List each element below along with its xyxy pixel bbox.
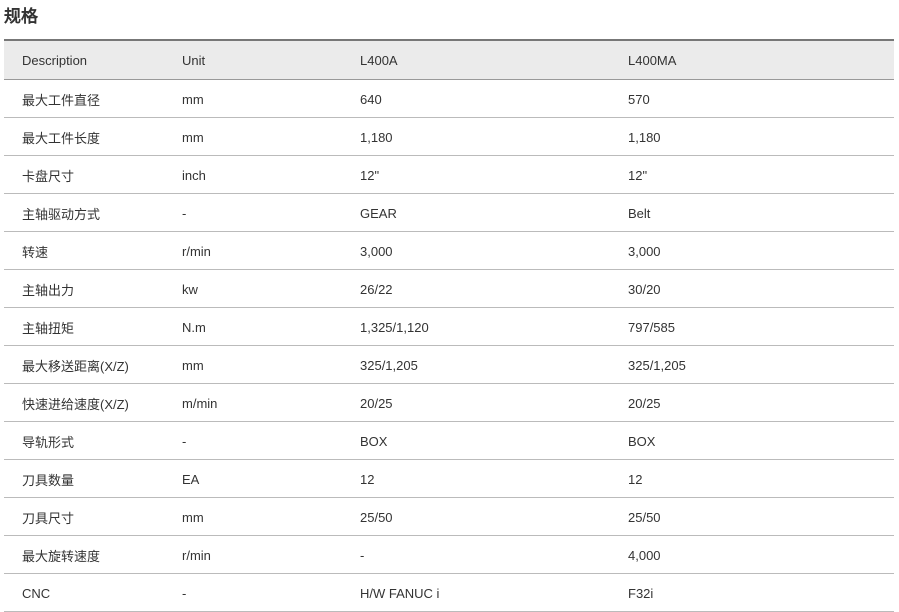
table-row: 卡盘尺寸 inch 12" 12" [4, 155, 894, 194]
page-title: 规格 [4, 7, 38, 26]
table-row: 最大工件长度 mm 1,180 1,180 [4, 117, 894, 156]
cell-unit: - [182, 573, 360, 612]
cell-unit: r/min [182, 231, 360, 270]
cell-unit: mm [182, 117, 360, 156]
cell-unit: - [182, 421, 360, 460]
cell-description: 主轴出力 [4, 269, 182, 308]
cell-description: 导轨形式 [4, 421, 182, 460]
header-l400ma: L400MA [628, 52, 677, 68]
table-row: 最大工件直径 mm 640 570 [4, 79, 894, 118]
cell-description: 卡盘尺寸 [4, 155, 182, 194]
cell-l400a: 1,180 [360, 117, 628, 156]
cell-l400a: 25/50 [360, 497, 628, 536]
cell-l400ma: 570 [628, 79, 894, 118]
cell-l400a: 1,325/1,120 [360, 307, 628, 346]
cell-l400ma: 12 [628, 459, 894, 498]
table-row: 刀具数量 EA 12 12 [4, 459, 894, 498]
table-row: 刀具尺寸 mm 25/50 25/50 [4, 497, 894, 536]
cell-l400a: H/W FANUC i [360, 573, 628, 612]
cell-unit: EA [182, 459, 360, 498]
cell-l400a: 20/25 [360, 383, 628, 422]
cell-l400ma: BOX [628, 421, 894, 460]
header-description: Description [22, 52, 88, 68]
cell-l400ma: 797/585 [628, 307, 894, 346]
cell-l400a: BOX [360, 421, 628, 460]
cell-description: 最大移送距离(X/Z) [4, 345, 182, 384]
table-row: CNC - H/W FANUC i F32i [4, 573, 894, 612]
cell-unit: kw [182, 269, 360, 308]
cell-l400a: 12" [360, 155, 628, 194]
cell-l400a: 26/22 [360, 269, 628, 308]
cell-description: 最大旋转速度 [4, 535, 182, 574]
cell-l400ma: F32i [628, 573, 894, 612]
cell-description: 最大工件长度 [4, 117, 182, 156]
cell-l400ma: 325/1,205 [628, 345, 894, 384]
table-row: 主轴出力 kw 26/22 30/20 [4, 269, 894, 308]
cell-description: 转速 [4, 231, 182, 270]
cell-l400ma: 1,180 [628, 117, 894, 156]
spec-table: Description Unit L400A L400MA 最大工件直径 mm 64… [4, 39, 894, 612]
cell-l400ma: 12" [628, 155, 894, 194]
cell-unit: mm [182, 497, 360, 536]
cell-unit: N.m [182, 307, 360, 346]
cell-unit: m/min [182, 383, 360, 422]
table-header-row: Description Unit L400A L400MA [4, 40, 894, 80]
header-unit: Unit [182, 52, 206, 68]
table-row: 主轴驱动方式 - GEAR Belt [4, 193, 894, 232]
cell-l400a: - [360, 535, 628, 574]
cell-unit: mm [182, 345, 360, 384]
cell-l400ma: 30/20 [628, 269, 894, 308]
cell-l400a: 12 [360, 459, 628, 498]
table-row: 转速 r/min 3,000 3,000 [4, 231, 894, 270]
cell-l400a: 3,000 [360, 231, 628, 270]
cell-description: 刀具数量 [4, 459, 182, 498]
cell-description: 快速进给速度(X/Z) [4, 383, 182, 422]
cell-l400a: 640 [360, 79, 628, 118]
cell-description: 主轴扭矩 [4, 307, 182, 346]
cell-description: 刀具尺寸 [4, 497, 182, 536]
cell-l400ma: 20/25 [628, 383, 894, 422]
cell-unit: r/min [182, 535, 360, 574]
table-row: 快速进给速度(X/Z) m/min 20/25 20/25 [4, 383, 894, 422]
header-l400a: L400A [360, 52, 398, 68]
table-row: 最大移送距离(X/Z) mm 325/1,205 325/1,205 [4, 345, 894, 384]
cell-l400ma: 25/50 [628, 497, 894, 536]
cell-l400ma: 4,000 [628, 535, 894, 574]
cell-description: 主轴驱动方式 [4, 193, 182, 232]
cell-l400a: 325/1,205 [360, 345, 628, 384]
cell-unit: inch [182, 155, 360, 194]
table-row: 主轴扭矩 N.m 1,325/1,120 797/585 [4, 307, 894, 346]
cell-l400ma: 3,000 [628, 231, 894, 270]
table-row: 导轨形式 - BOX BOX [4, 421, 894, 460]
cell-l400a: GEAR [360, 193, 628, 232]
table-row: 最大旋转速度 r/min -4,000 [4, 535, 894, 574]
cell-description: 最大工件直径 [4, 79, 182, 118]
cell-description: CNC [4, 573, 182, 612]
cell-l400ma: Belt [628, 193, 894, 232]
cell-unit: - [182, 193, 360, 232]
cell-unit: mm [182, 79, 360, 118]
